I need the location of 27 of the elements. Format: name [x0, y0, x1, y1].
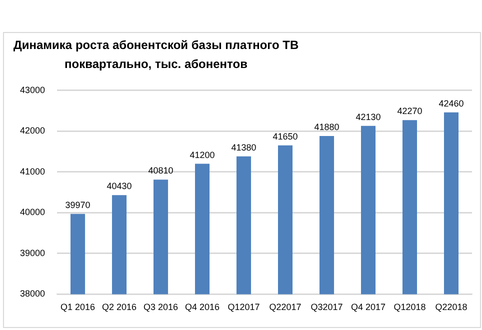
x-tick-label: Q22017 [269, 302, 302, 312]
x-tick-label: Q12017 [228, 302, 260, 312]
x-tick-label: Q12018 [394, 302, 426, 312]
y-tick-label: 41000 [20, 166, 46, 176]
data-label: 42270 [397, 106, 422, 116]
data-label: 41200 [190, 150, 215, 160]
x-tick-label: Q4 2017 [350, 302, 386, 312]
chart-title: Динамика роста абонентской базы платного ТВ поквартально, тыс. абонентов [12, 37, 300, 73]
y-tick-label: 39000 [20, 248, 46, 258]
data-label: 41380 [231, 142, 256, 152]
y-tick-label: 38000 [20, 288, 46, 299]
x-tick-label: Q3 2016 [144, 302, 178, 312]
data-label: 42130 [356, 112, 381, 122]
x-tick-label: Q32017 [310, 302, 343, 312]
data-label: 40810 [148, 166, 174, 176]
data-label: 41880 [314, 122, 340, 132]
data-label: 40430 [106, 181, 132, 192]
y-tick-label: 40000 [20, 207, 46, 218]
x-tick-label: Q2 2016 [102, 302, 137, 312]
y-tick-label: 43000 [20, 84, 46, 95]
data-label: 41650 [272, 131, 298, 142]
x-tick-label: Q22018 [435, 302, 468, 312]
data-label: 42460 [438, 98, 464, 108]
x-tick-label: Q1 2016 [60, 302, 96, 312]
y-tick-label: 42000 [20, 126, 46, 136]
x-tick-label: Q4 2016 [185, 302, 220, 312]
data-label: 39970 [65, 200, 90, 210]
